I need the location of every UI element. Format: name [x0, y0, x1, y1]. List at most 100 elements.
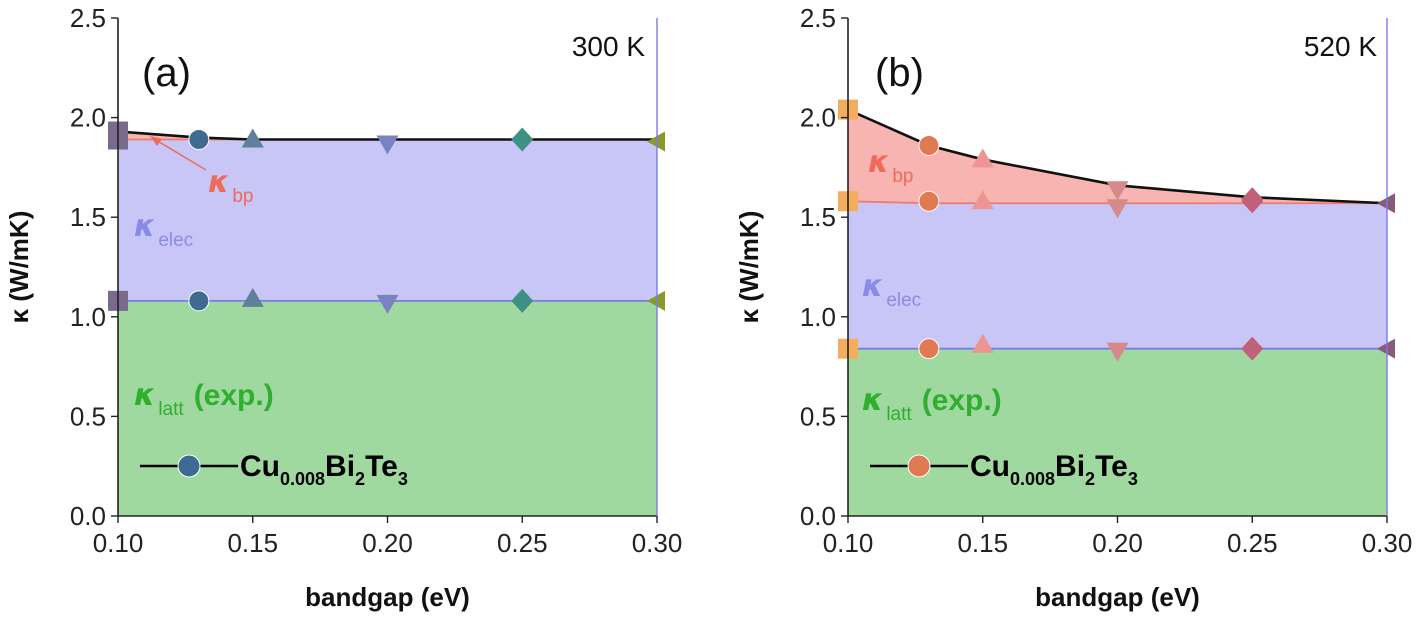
temperature-label: 300 K — [572, 31, 645, 62]
legend-text-part: 0.008 — [280, 469, 325, 489]
kbp-arrowhead — [150, 136, 162, 146]
legend-marker — [177, 454, 201, 478]
klatt-area — [848, 348, 1387, 516]
y-axis-label: κ (W/mK) — [734, 211, 764, 324]
kbp-label-symbol: κ — [208, 165, 229, 200]
legend-text-part: 2 — [1085, 469, 1095, 489]
legend-text: Cu0.008Bi2Te3 — [240, 450, 408, 489]
data-marker — [188, 290, 210, 312]
data-marker — [918, 338, 940, 360]
x-tick-label: 0.30 — [1362, 528, 1413, 558]
kelec-label-subscript: elec — [158, 230, 193, 251]
legend-text-part: 3 — [398, 469, 408, 489]
total-kappa-line — [847, 108, 1388, 205]
y-tick-label: 1.0 — [70, 302, 106, 332]
data-marker — [1377, 338, 1395, 359]
kelec-area — [118, 139, 657, 301]
y-tick-label: 0.5 — [70, 401, 106, 431]
x-tick-label: 0.10 — [823, 528, 874, 558]
kbp-label: κ bp — [868, 145, 913, 187]
data-marker — [971, 148, 994, 168]
legend-text-part: Cu — [970, 450, 1010, 483]
temperature-label: 520 K — [1304, 31, 1377, 62]
y-tick-label: 1.0 — [800, 302, 836, 332]
y-tick-label: 1.5 — [70, 202, 106, 232]
chart-panel-a: 0.10 0.15 0.20 0.25 0.30 0.0 0.5 1.0 1.5 2.0 2.5 ba… — [4, 3, 682, 612]
data-marker — [971, 333, 994, 353]
data-marker — [241, 287, 264, 307]
data-marker — [647, 290, 665, 311]
data-marker — [1106, 342, 1129, 362]
x-tick-label: 0.20 — [362, 528, 413, 558]
klatt-label-symbol: κ — [862, 383, 883, 418]
x-tick-label: 0.30 — [632, 528, 683, 558]
kelec-label: κ elec — [862, 269, 921, 311]
y-tick-label: 2.5 — [800, 3, 836, 33]
kbp-label: κ bp — [208, 165, 253, 207]
x-tick-label: 0.20 — [1092, 528, 1143, 558]
y-tick-label: 0.5 — [800, 401, 836, 431]
data-marker — [918, 190, 940, 212]
kelec-area — [848, 201, 1387, 349]
legend-marker — [907, 454, 931, 478]
legend-text-part: Te — [1095, 450, 1128, 483]
data-marker — [376, 294, 399, 314]
x-axis-label: bandgap (eV) — [305, 582, 470, 612]
legend-text-part: Bi — [325, 450, 355, 483]
legend-text-part: Bi — [1055, 450, 1085, 483]
klatt-label: κ latt (exp.) — [862, 383, 1002, 425]
klatt-label: κ latt (exp.) — [134, 378, 274, 420]
x-tick-label: 0.15 — [227, 528, 278, 558]
data-marker — [241, 128, 264, 148]
data-marker — [918, 134, 940, 156]
kbp-area — [848, 109, 1387, 204]
legend-text-part: Cu — [240, 450, 280, 483]
legend-text-part: 2 — [355, 469, 365, 489]
data-marker — [1241, 187, 1264, 212]
data-marker — [971, 190, 994, 210]
panel-label: (b) — [875, 51, 924, 95]
legend-text-part: Te — [365, 450, 398, 483]
data-marker — [376, 135, 399, 155]
kbp-arrow — [155, 139, 207, 171]
data-marker — [1106, 181, 1129, 201]
data-marker — [1106, 199, 1129, 219]
legend-text-part: 3 — [1128, 469, 1138, 489]
x-axis-label: bandgap (eV) — [1035, 582, 1200, 612]
klatt-label-subscript: latt — [158, 399, 184, 420]
x-tick-label: 0.25 — [1227, 528, 1278, 558]
x-tick-label: 0.15 — [957, 528, 1008, 558]
y-tick-label: 2.0 — [800, 103, 836, 133]
legend-text: Cu0.008Bi2Te3 — [970, 450, 1138, 489]
data-marker — [188, 129, 210, 151]
data-marker — [511, 288, 534, 313]
kbp-label-symbol: κ — [868, 145, 889, 180]
y-tick-label: 2.5 — [70, 3, 106, 33]
klatt-area — [118, 300, 657, 516]
kelec-boundary-line — [847, 200, 1387, 205]
kelec-label-subscript: elec — [886, 290, 921, 311]
data-marker — [1377, 193, 1395, 214]
kelec-label-symbol: κ — [134, 209, 155, 244]
x-tick-label: 0.10 — [93, 528, 144, 558]
klatt-label-subscript: latt — [886, 404, 912, 425]
chart-panel-b: 0.10 0.15 0.20 0.25 0.30 0.0 0.5 1.0 1.5 2.0 2.5 ba… — [734, 3, 1412, 612]
y-tick-label: 1.5 — [800, 202, 836, 232]
panel-label: (a) — [142, 51, 191, 95]
legend-text-part: 0.008 — [1010, 469, 1055, 489]
klatt-label-symbol: κ — [134, 378, 155, 413]
kbp-label-subscript: bp — [892, 166, 913, 187]
kelec-label-symbol: κ — [862, 269, 883, 304]
y-tick-label: 0.0 — [800, 501, 836, 531]
total-kappa-line — [117, 130, 657, 141]
data-marker — [511, 127, 534, 152]
y-tick-label: 0.0 — [70, 501, 106, 531]
data-marker — [647, 131, 665, 152]
kelec-label: κ elec — [134, 209, 193, 251]
x-tick-label: 0.25 — [497, 528, 548, 558]
kbp-label-subscript: bp — [232, 186, 253, 207]
klatt-label-suffix: (exp.) — [194, 379, 274, 412]
klatt-label-suffix: (exp.) — [922, 384, 1002, 417]
data-marker — [1241, 336, 1264, 361]
